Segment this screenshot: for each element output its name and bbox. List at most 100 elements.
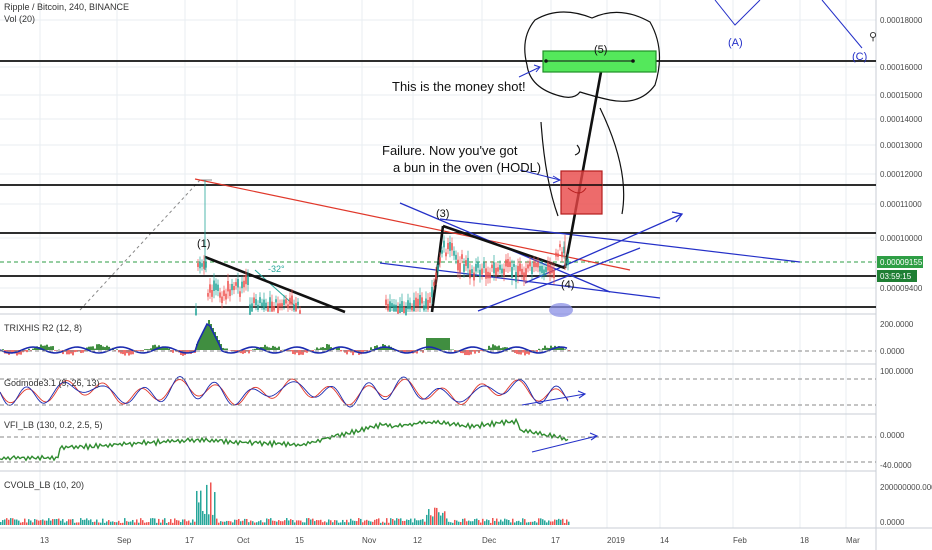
trix-bar xyxy=(78,350,80,351)
candle-body xyxy=(231,283,233,291)
cvol-bar xyxy=(372,521,374,525)
candle-body xyxy=(451,243,453,251)
cvol-bar xyxy=(510,522,512,525)
trix-bar xyxy=(340,350,342,352)
candle-body xyxy=(277,303,279,314)
cvol-bar xyxy=(70,519,72,525)
candle-body xyxy=(413,300,415,312)
cvol-bar xyxy=(374,519,376,525)
candle-body xyxy=(269,297,271,306)
cvol-bar xyxy=(108,520,110,525)
trix-bar xyxy=(154,344,156,350)
cvol-bar xyxy=(298,520,300,525)
cvol-bar xyxy=(188,520,190,525)
cvol-bar xyxy=(564,522,566,525)
cvol-bar xyxy=(324,521,326,525)
price-tick: 0.00010000 xyxy=(880,234,923,243)
trix-bar xyxy=(20,350,22,355)
candle-body xyxy=(207,293,209,297)
trix-bar xyxy=(312,350,314,352)
cvol-bar xyxy=(270,518,272,525)
cvol-bar xyxy=(394,520,396,525)
cvol-bar xyxy=(276,521,278,525)
cvol-bar xyxy=(4,519,6,525)
cvol-bar xyxy=(266,518,268,525)
cvol-bar xyxy=(118,520,120,525)
trix-bar xyxy=(316,347,318,350)
trix-bar xyxy=(198,340,200,350)
money-shot-note: This is the money shot! xyxy=(392,79,526,94)
candle-body xyxy=(483,261,485,268)
trix-bar xyxy=(446,338,448,350)
cvol-bar xyxy=(288,520,290,525)
cvol-bar xyxy=(556,519,558,525)
cvol-bar xyxy=(348,522,350,525)
wave-1-label: (1) xyxy=(197,238,210,250)
candle-body xyxy=(509,261,511,267)
cvol-bar xyxy=(388,522,390,525)
trix-bar xyxy=(480,350,482,351)
candle-body xyxy=(441,250,443,254)
candle-body xyxy=(455,254,457,260)
trix-bar xyxy=(254,348,256,350)
trix-bar xyxy=(52,346,54,350)
price-tick: 0.00016000 xyxy=(880,63,923,72)
candle-body xyxy=(281,303,283,307)
cvol-bar xyxy=(292,520,294,525)
time-axis[interactable]: 13 Sep 17 Oct 15 Nov 12 Dec 17 2019 14 F… xyxy=(40,536,860,545)
cvol-bar xyxy=(462,518,464,525)
trix-bar xyxy=(442,338,444,350)
trix-bar xyxy=(564,349,566,350)
candle-body xyxy=(487,271,489,279)
trix-bar xyxy=(264,344,266,350)
volume-label: Vol (20) xyxy=(4,14,35,24)
cvol-bar xyxy=(224,521,226,525)
trix-bar xyxy=(214,332,216,350)
cvol-bar xyxy=(446,518,448,525)
candle-body xyxy=(437,264,439,272)
trix-bar xyxy=(138,350,140,351)
trix-bar xyxy=(268,347,270,350)
candle-body xyxy=(263,299,265,310)
candle-body xyxy=(517,265,519,277)
cvol-bar xyxy=(420,519,422,525)
svg-text:200.0000: 200.0000 xyxy=(880,320,914,329)
cvol-bar xyxy=(150,518,152,525)
cvol-bar xyxy=(512,518,514,525)
trix-bar xyxy=(436,338,438,350)
cvol-bar xyxy=(252,521,254,525)
price-tick: 0.00013000 xyxy=(880,141,923,150)
trix-bar xyxy=(362,350,364,354)
cvol-bar xyxy=(166,522,168,525)
cvol-bar xyxy=(350,518,352,525)
candle-body xyxy=(417,298,419,307)
trix-bar xyxy=(336,347,338,350)
trix-bar xyxy=(12,350,14,354)
candle-body xyxy=(549,264,551,275)
cvol-bar xyxy=(400,518,402,525)
cvol-bar xyxy=(516,521,518,525)
cvol-bar xyxy=(386,518,388,525)
candle-body xyxy=(499,264,501,270)
trix-bar xyxy=(212,328,214,350)
cvol-bar xyxy=(364,520,366,525)
cvol-bar xyxy=(494,520,496,525)
cvol-bar xyxy=(450,522,452,525)
cvol-bar xyxy=(78,522,80,525)
cvol-bar xyxy=(198,502,200,525)
trix-bar xyxy=(298,350,300,356)
svg-text:0.0000: 0.0000 xyxy=(880,347,905,356)
settings-icon[interactable]: ⚲ xyxy=(869,31,877,43)
candle-body xyxy=(475,263,477,272)
vfi-line xyxy=(0,417,569,462)
trix-bar xyxy=(124,350,126,356)
price-tick: 0.00014000 xyxy=(880,115,923,124)
trix-bar xyxy=(222,347,224,350)
trix-bar xyxy=(44,345,46,350)
trix-bar xyxy=(84,350,86,351)
trix-bar xyxy=(80,350,82,354)
cvol-bar xyxy=(422,519,424,525)
price-axis[interactable]: 0.00018000 0.00016000 0.00015000 0.00014… xyxy=(880,16,923,293)
trix-bar xyxy=(32,348,34,350)
